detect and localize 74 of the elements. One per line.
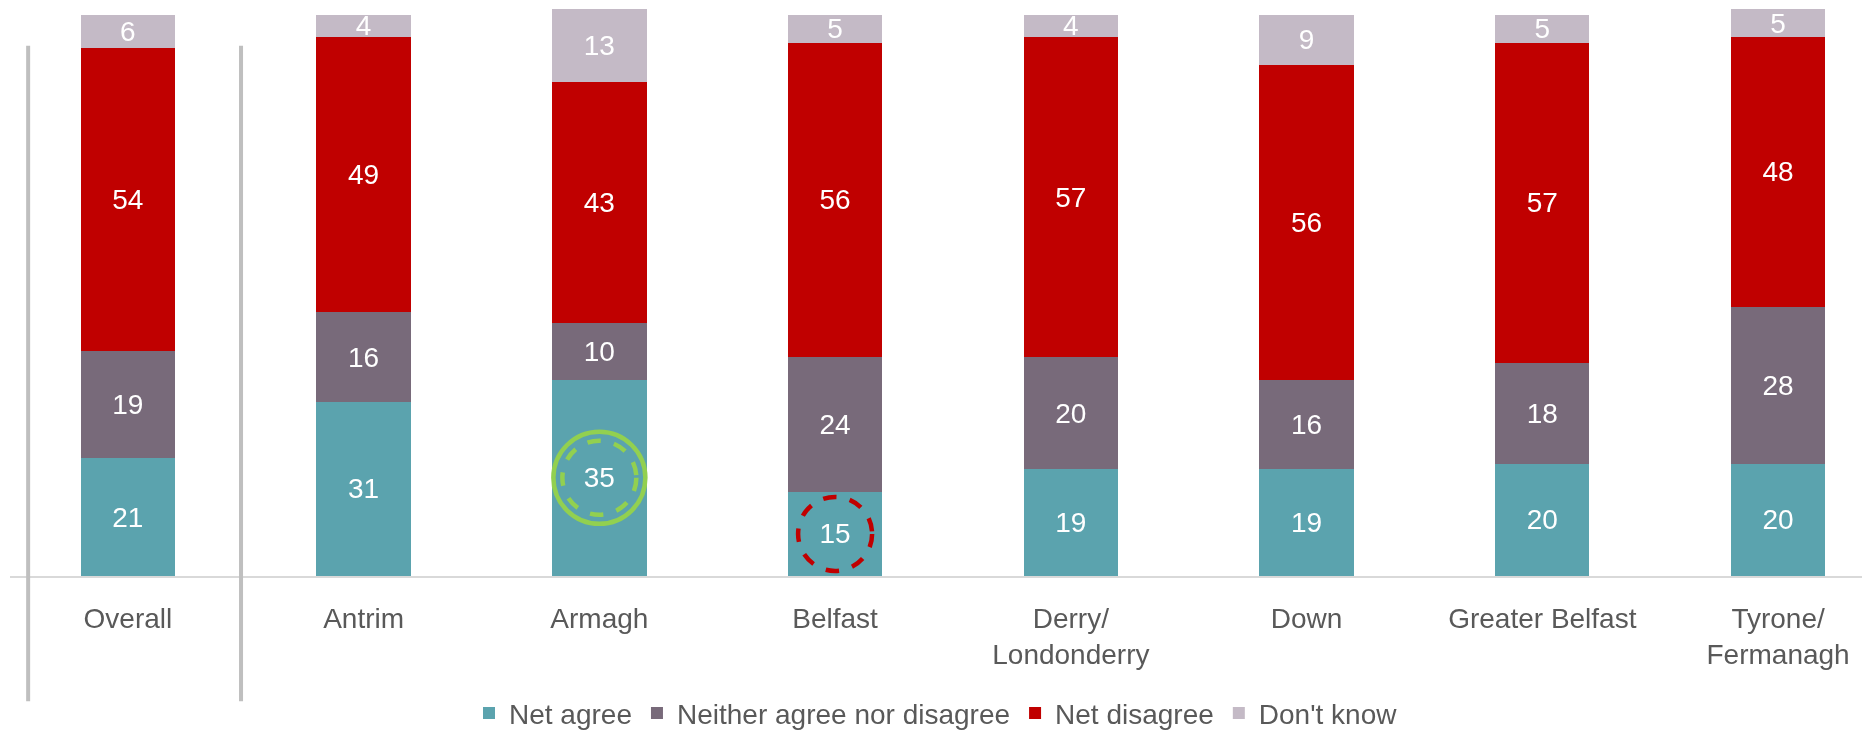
bar xyxy=(1730,9,1826,38)
data-label: 31 xyxy=(348,473,380,505)
bar xyxy=(316,37,411,313)
bar xyxy=(1023,469,1118,576)
data-label: 20 xyxy=(1055,397,1087,429)
data-label: 24 xyxy=(819,408,851,440)
data-label: 13 xyxy=(583,29,615,61)
data-label: 15 xyxy=(819,518,851,550)
data-label: 5 xyxy=(827,13,843,45)
data-label: 20 xyxy=(1762,504,1794,536)
bar xyxy=(1259,65,1354,380)
bar xyxy=(316,14,411,38)
data-label: 49 xyxy=(348,159,380,191)
bar xyxy=(316,312,411,402)
bar xyxy=(1259,379,1354,470)
data-label: 5 xyxy=(1770,7,1786,39)
bar xyxy=(552,323,647,380)
x-tick-label: Derry/Londonderry xyxy=(992,602,1150,670)
bar xyxy=(787,491,883,576)
data-label: 10 xyxy=(583,335,615,367)
x-tick-label: Overall xyxy=(83,602,173,634)
data-label: 19 xyxy=(112,389,144,421)
bar xyxy=(1259,469,1354,576)
bar xyxy=(1730,306,1826,464)
data-label: 16 xyxy=(1291,408,1323,440)
x-tick-label: Greater Belfast xyxy=(1448,602,1637,634)
x-tick-label: Tyrone/Fermanagh xyxy=(1706,602,1850,670)
data-label: 35 xyxy=(583,462,615,494)
data-label: 43 xyxy=(583,187,615,219)
data-label: 18 xyxy=(1526,397,1558,429)
bar xyxy=(787,42,883,358)
data-label: 6 xyxy=(120,15,136,47)
bar xyxy=(80,458,176,576)
data-label: 54 xyxy=(112,184,144,216)
data-label: 9 xyxy=(1298,24,1315,56)
legend-label: Net disagree xyxy=(1055,698,1214,730)
data-label: 16 xyxy=(348,341,380,373)
bar xyxy=(1495,463,1590,576)
bar xyxy=(1730,37,1826,307)
x-tick-label: Armagh xyxy=(550,602,649,634)
data-label: 57 xyxy=(1055,181,1087,213)
legend-label: Net agree xyxy=(509,698,632,730)
bar xyxy=(1259,14,1354,66)
bar xyxy=(80,14,176,49)
data-label: 4 xyxy=(1063,10,1079,42)
bar xyxy=(1023,357,1118,470)
data-label: 57 xyxy=(1526,187,1558,219)
data-label: 4 xyxy=(355,10,372,42)
bar xyxy=(1023,14,1118,38)
data-label: 20 xyxy=(1526,504,1558,536)
x-tick-label: Belfast xyxy=(792,602,879,634)
bar xyxy=(1730,463,1826,576)
bar xyxy=(1495,362,1590,464)
data-label: 28 xyxy=(1762,369,1794,401)
bar xyxy=(1023,37,1118,358)
bar xyxy=(552,9,647,82)
bar xyxy=(552,81,647,324)
data-label: 19 xyxy=(1291,507,1323,539)
data-label: 19 xyxy=(1055,507,1087,539)
bar xyxy=(316,401,411,576)
bar xyxy=(1495,14,1590,43)
legend-label: Neither agree nor disagree xyxy=(676,698,1011,730)
bar xyxy=(80,351,176,459)
data-label: 21 xyxy=(112,501,144,533)
x-tick-label: Down xyxy=(1270,602,1343,634)
data-label: 56 xyxy=(1291,206,1323,238)
x-tick-label: Antrim xyxy=(323,602,405,634)
bar xyxy=(80,48,176,352)
legend-label: Don't know xyxy=(1258,698,1398,730)
data-label: 5 xyxy=(1534,13,1551,45)
bar xyxy=(787,14,883,43)
data-label: 48 xyxy=(1762,156,1794,188)
bar xyxy=(1495,42,1590,363)
data-label: 56 xyxy=(819,184,851,216)
